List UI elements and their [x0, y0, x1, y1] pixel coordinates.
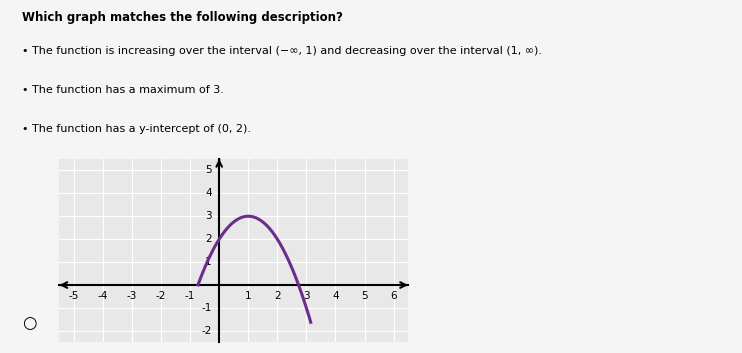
- Text: 6: 6: [390, 291, 397, 301]
- Text: -2: -2: [202, 326, 212, 336]
- Text: 1: 1: [245, 291, 252, 301]
- Text: • The function has a maximum of 3.: • The function has a maximum of 3.: [22, 85, 224, 95]
- Text: Which graph matches the following description?: Which graph matches the following descri…: [22, 11, 343, 24]
- Text: 4: 4: [206, 188, 212, 198]
- Text: -1: -1: [185, 291, 195, 301]
- Text: • The function has a y-intercept of (0, 2).: • The function has a y-intercept of (0, …: [22, 124, 252, 133]
- Text: 2: 2: [206, 234, 212, 244]
- Text: 3: 3: [303, 291, 309, 301]
- Text: 1: 1: [206, 257, 212, 267]
- Text: -4: -4: [98, 291, 108, 301]
- Text: 3: 3: [206, 211, 212, 221]
- Text: • The function is increasing over the interval (−∞, 1) and decreasing over the i: • The function is increasing over the in…: [22, 46, 542, 56]
- Text: 5: 5: [361, 291, 368, 301]
- Text: -5: -5: [69, 291, 79, 301]
- Text: 4: 4: [332, 291, 339, 301]
- Text: -1: -1: [202, 303, 212, 313]
- Text: 5: 5: [206, 165, 212, 175]
- Text: -2: -2: [156, 291, 166, 301]
- Text: ○: ○: [22, 314, 37, 332]
- Text: -3: -3: [127, 291, 137, 301]
- Text: 2: 2: [274, 291, 280, 301]
